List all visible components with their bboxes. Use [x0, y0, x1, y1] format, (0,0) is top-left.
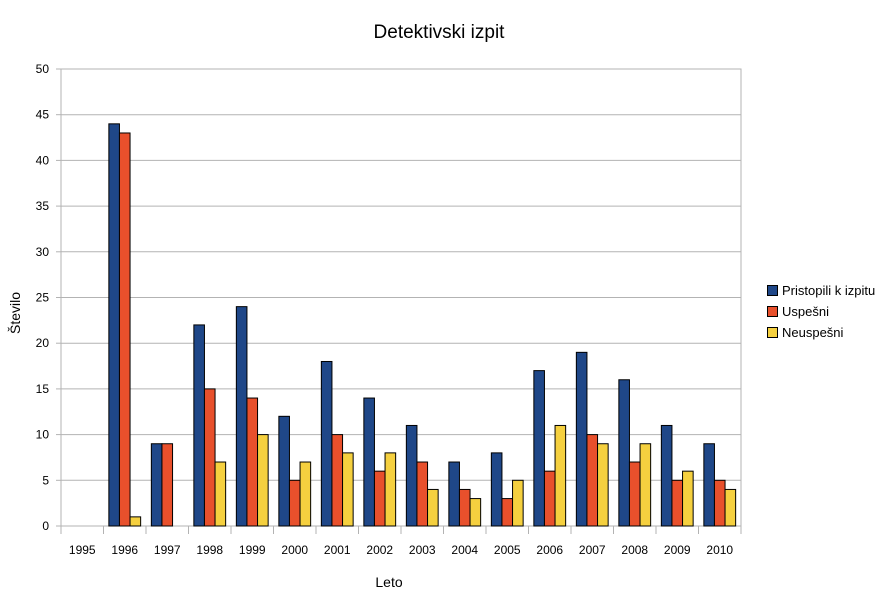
bar [416, 461, 429, 527]
x-tick-label: 1996 [111, 543, 138, 557]
bar [299, 461, 312, 527]
y-tick-label: 10 [36, 428, 50, 442]
bar [235, 306, 248, 527]
x-tick-label: 1995 [69, 543, 96, 557]
bar [490, 452, 503, 527]
bar [703, 443, 715, 527]
y-tick-label: 25 [36, 291, 50, 305]
bar [108, 123, 120, 527]
bar [427, 488, 439, 527]
bar [586, 434, 599, 527]
bar [193, 324, 205, 527]
x-tick-label: 2010 [706, 543, 733, 557]
legend-label: Neuspešni [782, 325, 844, 340]
bar [458, 488, 471, 527]
bar [618, 379, 630, 527]
bar [373, 470, 386, 527]
x-tick-label: 1997 [154, 543, 181, 557]
bar [278, 415, 290, 527]
bar [405, 424, 418, 527]
bar [501, 498, 514, 527]
legend-label: Pristopili k izpitu [782, 283, 876, 298]
y-tick-label: 50 [36, 62, 50, 76]
y-tick-label: 5 [42, 473, 49, 487]
y-tick-label: 40 [36, 153, 50, 167]
bar [384, 452, 397, 527]
x-tick-label: 2004 [451, 543, 478, 557]
x-tick-label: 2001 [324, 543, 351, 557]
bar [288, 479, 301, 527]
bar [639, 443, 652, 527]
x-tick-label: 2007 [579, 543, 606, 557]
bar [682, 470, 694, 527]
bar [363, 397, 375, 527]
bar [724, 488, 737, 527]
y-axis-label: Število [7, 292, 23, 334]
legend-swatch [767, 306, 778, 317]
y-tick-label: 15 [36, 382, 50, 396]
bars [108, 123, 737, 527]
bar [660, 424, 673, 527]
axes: 0 5 10 15 20 25 30 35 40 45 50 1995 1996 1997 1998 1999… [36, 62, 742, 557]
y-tick-label: 20 [36, 336, 50, 350]
x-tick-label: 2009 [664, 543, 691, 557]
bar [512, 479, 524, 527]
legend-item: Neuspešni [767, 322, 875, 343]
bar [543, 470, 556, 527]
bar [342, 452, 354, 527]
bar [129, 516, 142, 527]
y-tick-label: 30 [36, 245, 50, 259]
bar [628, 461, 641, 527]
bar [713, 479, 726, 527]
bar [448, 461, 460, 527]
x-tick-label: 1998 [196, 543, 223, 557]
legend: Pristopili k izpitu Uspešni Neuspešni [767, 280, 875, 343]
legend-swatch [767, 327, 778, 338]
bar [554, 424, 567, 527]
y-tick-label: 0 [42, 519, 49, 533]
bar [597, 443, 609, 527]
bar [214, 461, 227, 527]
x-tick-label: 2000 [281, 543, 308, 557]
x-tick-label: 1999 [239, 543, 266, 557]
bar [469, 498, 482, 527]
bar [533, 370, 545, 527]
bar [320, 360, 333, 527]
legend-item: Pristopili k izpitu [767, 280, 875, 301]
legend-label: Uspešni [782, 304, 829, 319]
chart-title: Detektivski izpit [373, 22, 505, 43]
bar [150, 443, 163, 527]
x-tick-label: 2008 [621, 543, 648, 557]
bar [203, 388, 216, 527]
x-tick-label: 2006 [536, 543, 563, 557]
x-tick-label: 2003 [409, 543, 436, 557]
bar [257, 434, 269, 527]
bar [671, 479, 684, 527]
y-tick-label: 35 [36, 199, 50, 213]
bar [331, 434, 344, 527]
x-tick-label: 2002 [366, 543, 393, 557]
legend-swatch [767, 285, 778, 296]
x-axis-label: Leto [375, 574, 402, 590]
bar [575, 351, 588, 527]
legend-item: Uspešni [767, 301, 875, 322]
x-tick-label: 2005 [494, 543, 521, 557]
y-tick-label: 45 [36, 108, 50, 122]
bar [161, 443, 174, 527]
bar [118, 132, 131, 527]
bar [246, 397, 259, 527]
